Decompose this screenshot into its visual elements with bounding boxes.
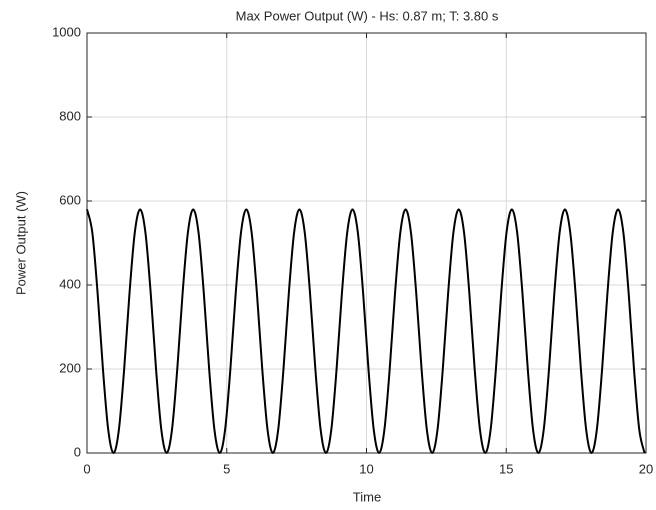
y-tick-label: 800: [59, 108, 81, 123]
x-tick-label: 15: [499, 461, 513, 476]
x-tick-label: 20: [639, 461, 653, 476]
x-tick-label: 5: [223, 461, 230, 476]
line-series: [86, 208, 646, 455]
x-tick-label: 10: [359, 461, 373, 476]
y-tick-label: 600: [59, 192, 81, 207]
y-tick-label: 400: [59, 276, 81, 291]
x-axis-label: Time: [353, 489, 381, 504]
plot-frame: [86, 32, 647, 454]
y-tick-label: 1000: [52, 24, 81, 39]
y-tick-label: 200: [59, 360, 81, 375]
y-axis-label: Power Output (W): [13, 191, 28, 295]
y-tick-label: 0: [74, 444, 81, 459]
x-tick-label: 0: [83, 461, 90, 476]
chart-title: Max Power Output (W) - Hs: 0.87 m; T: 3.…: [236, 8, 499, 23]
